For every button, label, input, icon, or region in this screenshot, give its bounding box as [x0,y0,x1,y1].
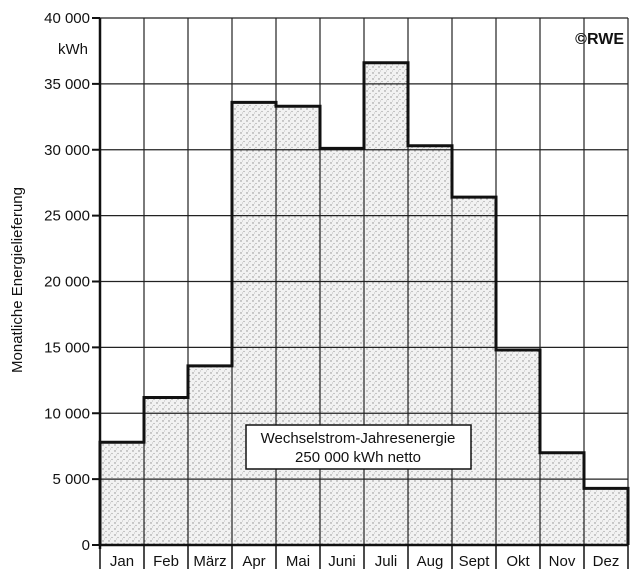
bar-Juli [364,62,408,546]
x-tick-label: Okt [506,553,530,570]
x-tick-label: Mai [286,553,310,570]
x-tick-label: Sept [459,553,491,570]
x-tick-label: Feb [153,553,179,570]
y-tick-label: 35 000 [44,76,90,93]
bars-group [100,62,628,546]
x-tick-label: Jan [110,553,134,570]
y-tick-label: 25 000 [44,208,90,225]
x-tick-label: Apr [242,553,265,570]
bar-outline [98,61,630,545]
annotation-box: Wechselstrom-Jahresenergie 250 000 kWh n… [245,424,472,470]
x-tick-label: Juli [375,553,398,570]
copyright-label: ©RWE [575,31,624,48]
y-axis-label: Monatliche Energielieferung [9,187,26,373]
bar-Feb [144,397,188,545]
x-tick-label: März [193,553,226,570]
y-tick-label: 30 000 [44,142,90,159]
x-tick-label: Dez [593,553,620,570]
y-tick-label: 5 000 [52,471,90,488]
annotation-line-1: Wechselstrom-Jahresenergie [261,430,456,447]
bar-Sept [452,197,496,545]
x-tick-label: Nov [549,553,576,570]
bar-Jan [100,442,144,545]
bar-Nov [540,452,584,545]
y-tick-label: 40 000 [44,10,90,27]
bar-Dez [584,488,628,545]
x-tick-label: Aug [417,553,444,570]
bar-Okt [496,350,540,545]
bar-Juni [320,148,364,545]
bar-März [188,365,232,545]
bar-Mai [276,106,320,546]
y-tick-label: 15 000 [44,339,90,356]
annotation-line-2: 250 000 kWh netto [295,449,421,466]
y-tick-labels: 0 5 000 10 000 15 000 20 000 25 000 30 000 35 0… [44,10,90,554]
y-tick-label: 10 000 [44,405,90,422]
x-tick-labels: Jan Feb März Apr Mai Juni Juli Aug Sept Okt Nov Dez [110,553,619,570]
y-tick-label: 20 000 [44,274,90,291]
bar-Apr [232,102,276,545]
y-unit-label: kWh [58,41,88,58]
bar-Aug [408,145,452,546]
axes [92,17,629,569]
x-tick-label: Juni [328,553,356,570]
y-tick-label: 0 [82,537,90,554]
